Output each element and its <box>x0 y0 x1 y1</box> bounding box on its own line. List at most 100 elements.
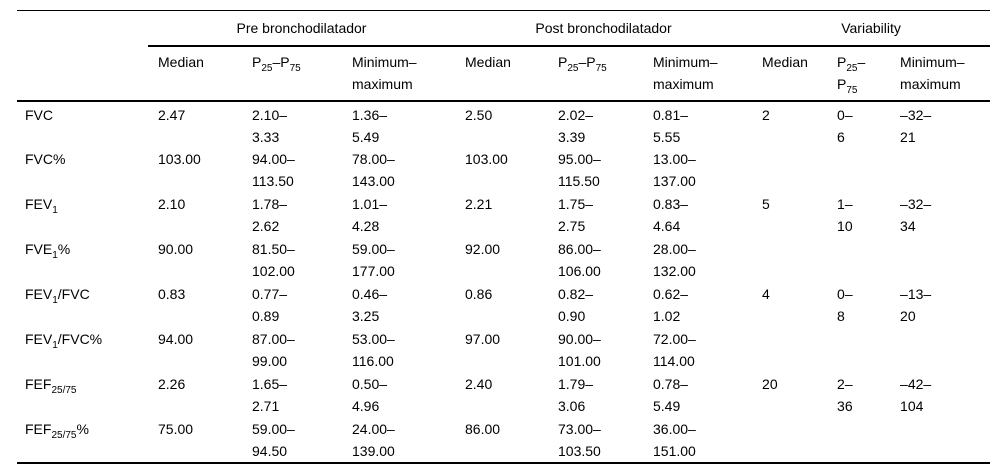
cell: 1.01– 4.28 <box>352 196 388 234</box>
column-header-post-minmax: Minimum– maximum <box>643 46 753 102</box>
cell: 1.79– 3.06 <box>558 376 594 414</box>
column-header-post-p25-p75: P25–P75 <box>548 46 643 102</box>
cell: 78.00– 143.00 <box>352 151 395 189</box>
cell: 95.00– 115.50 <box>558 151 601 189</box>
column-header-parameter <box>17 46 148 102</box>
cell: 86.00 <box>465 421 501 437</box>
cell: 4 <box>762 286 770 302</box>
lung-function-table: Pre bronchodilatador Post bronchodilatad… <box>17 10 991 464</box>
cell <box>752 238 827 283</box>
cell: 72.00– 114.00 <box>653 331 696 369</box>
cell: 28.00– 132.00 <box>653 241 696 279</box>
column-header-pre-median: Median <box>148 46 242 102</box>
column-header-pre-p25-p75: P25–P75 <box>242 46 342 102</box>
table-row-fvc-pct: FVC% 103.00 94.00– 113.50 78.00– 143.00 … <box>17 148 990 193</box>
cell <box>890 418 990 463</box>
table-header: Pre bronchodilatador Post bronchodilatad… <box>17 10 991 102</box>
group-header-row: Pre bronchodilatador Post bronchodilatad… <box>17 10 991 47</box>
column-header-row: Median P25–P75 Minimum– maximum Median P… <box>17 46 991 102</box>
cell <box>890 148 990 193</box>
cell: 81.50– 102.00 <box>252 241 295 279</box>
cell: 92.00 <box>465 241 501 257</box>
cell: 1.36– 5.49 <box>352 107 388 145</box>
cell: 24.00– 139.00 <box>352 421 395 459</box>
cell: 13.00– 137.00 <box>653 151 696 189</box>
cell: 0.86 <box>465 286 493 302</box>
table-row-fev1-fvc-pct: FEV1/FVC% 94.00 87.00– 99.00 53.00– 116.… <box>17 328 990 373</box>
row-label: FEV1 <box>25 196 58 216</box>
cell <box>752 328 827 373</box>
cell: 73.00– 103.50 <box>558 421 601 459</box>
cell: 2.26 <box>158 376 186 392</box>
cell: 2.02– 3.39 <box>558 107 594 145</box>
cell: 36.00– 151.00 <box>653 421 696 459</box>
table-body: FVC 2.47 2.10– 3.33 1.36– 5.49 2.50 2.02… <box>17 101 990 463</box>
cell: 0.78– 5.49 <box>653 376 689 414</box>
row-label: FVE1% <box>25 241 71 261</box>
corner-cell <box>17 11 148 47</box>
cell: 2.47 <box>158 107 186 123</box>
cell: 0– 6 <box>837 107 853 145</box>
cell <box>827 418 890 463</box>
cell: 2.21 <box>465 196 493 212</box>
row-label: FEV1/FVC <box>25 286 90 306</box>
cell: 59.00– 177.00 <box>352 241 395 279</box>
cell: 2.10– 3.33 <box>252 107 288 145</box>
cell: 94.00– 113.50 <box>252 151 295 189</box>
cell: 0.50– 4.96 <box>352 376 388 414</box>
group-header-pre: Pre bronchodilatador <box>148 10 455 47</box>
cell: 0.46– 3.25 <box>352 286 388 324</box>
table-row-fve1-pct: FVE1% 90.00 81.50– 102.00 59.00– 177.00 … <box>17 238 990 283</box>
cell: –42– 104 <box>900 376 932 414</box>
cell: 75.00 <box>158 421 194 437</box>
cell: 0.81– 5.55 <box>653 107 689 145</box>
cell: 0.83 <box>158 286 186 302</box>
cell: 0.82– 0.90 <box>558 286 594 324</box>
cell <box>827 148 890 193</box>
column-header-var-median: Median <box>752 46 828 102</box>
column-header-var-p25-p75: P25– P75 <box>827 46 891 102</box>
column-header-var-minmax: Minimum– maximum <box>890 46 991 102</box>
group-header-post: Post bronchodilatador <box>455 10 753 47</box>
cell: 1.65– 2.71 <box>252 376 288 414</box>
table-row-fef2575: FEF25/75 2.26 1.65– 2.71 0.50– 4.96 2.40… <box>17 373 990 418</box>
cell: 90.00 <box>158 241 194 257</box>
cell: –32– 21 <box>900 107 932 145</box>
cell: –13– 20 <box>900 286 932 324</box>
cell: 2.50 <box>465 107 493 123</box>
cell <box>752 148 827 193</box>
cell: 1– 10 <box>837 196 853 234</box>
cell: 86.00– 106.00 <box>558 241 601 279</box>
table-row-fev1: FEV1 2.10 1.78– 2.62 1.01– 4.28 2.21 1.7… <box>17 193 990 238</box>
cell: 0.83– 4.64 <box>653 196 689 234</box>
cell: 97.00 <box>465 331 501 347</box>
cell: 103.00 <box>465 151 508 167</box>
cell: 2.10 <box>158 196 186 212</box>
table-row-fev1-fvc: FEV1/FVC 0.83 0.77– 0.89 0.46– 3.25 0.86… <box>17 283 990 328</box>
cell <box>890 328 990 373</box>
row-label: FVC <box>25 107 53 123</box>
row-label: FEF25/75% <box>25 421 89 441</box>
table-row-fvc: FVC 2.47 2.10– 3.33 1.36– 5.49 2.50 2.02… <box>17 101 990 148</box>
cell <box>827 328 890 373</box>
cell: 90.00– 101.00 <box>558 331 601 369</box>
cell: 5 <box>762 196 770 212</box>
cell: 1.78– 2.62 <box>252 196 288 234</box>
cell <box>827 238 890 283</box>
row-label: FEF25/75 <box>25 376 77 396</box>
column-header-pre-minmax: Minimum– maximum <box>342 46 455 102</box>
cell: 103.00 <box>158 151 201 167</box>
group-header-variability: Variability <box>752 10 991 47</box>
cell: 94.00 <box>158 331 194 347</box>
cell: 53.00– 116.00 <box>352 331 395 369</box>
cell: 20 <box>762 376 778 392</box>
row-label: FVC% <box>25 151 66 167</box>
cell: –32– 34 <box>900 196 932 234</box>
cell: 1.75– 2.75 <box>558 196 594 234</box>
cell: 0.62– 1.02 <box>653 286 689 324</box>
cell: 2– 36 <box>837 376 853 414</box>
cell <box>890 238 990 283</box>
cell <box>752 418 827 463</box>
column-header-post-median: Median <box>455 46 548 102</box>
cell: 87.00– 99.00 <box>252 331 295 369</box>
